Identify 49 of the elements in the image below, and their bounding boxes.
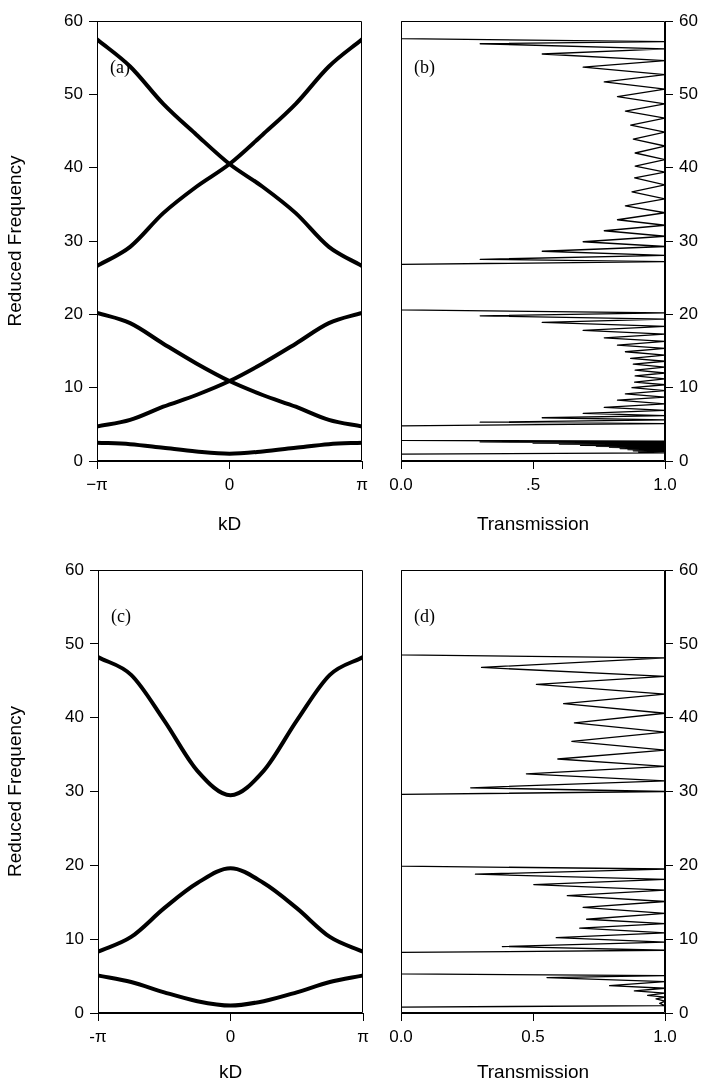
y2-tick-label: 40 [679,157,698,177]
y-tick-label: 30 [65,781,84,801]
annotation: (d) [414,606,435,627]
y-tick-label: 50 [64,84,83,104]
x-tick-label: .5 [525,474,541,494]
y2-tick-label: 30 [679,781,698,801]
y-tick-label: 60 [64,10,83,30]
x-tick-label: 0.5 [521,1026,545,1046]
y-tick-label: 40 [65,707,84,727]
y2-tick-label: 0 [679,1002,689,1022]
x-axis-title: Transmission [476,1060,590,1082]
y2-tick-label: 0 [679,450,689,470]
y-tick-label: 30 [64,230,83,250]
x-tick-label: π [357,1026,369,1046]
y2-tick-label: 10 [679,928,698,948]
y-axis-title: Reduced Frequency [3,154,25,327]
y2-tick-label: 10 [679,377,698,397]
y-tick-label: 60 [65,559,84,579]
y2-tick-label: 50 [679,633,698,653]
x-tick-label: 0.0 [389,1026,413,1046]
annotation: (b) [414,57,435,78]
x-tick-label: 1.0 [653,474,677,494]
x-tick-label: 0.0 [389,474,413,494]
y2-tick-label: 60 [679,559,698,579]
y-tick-label: 10 [64,377,83,397]
x-axis-title: Transmission [476,512,590,534]
y-tick-label: 40 [64,157,83,177]
y-tick-label: 50 [65,633,84,653]
x-tick-label: −π [86,474,108,494]
x-tick-label: 0 [224,474,235,494]
x-tick-label: π [356,474,368,494]
y-axis-title: Reduced Frequency [3,705,25,878]
y-tick-label: 0 [74,1002,84,1022]
x-tick-label: 1.0 [653,1026,677,1046]
y2-tick-label: 50 [679,84,698,104]
y-tick-label: 20 [65,855,84,875]
y2-tick-label: 60 [679,10,698,30]
x-tick-label: -π [89,1026,107,1046]
x-axis-title: kD [218,1060,243,1082]
y-tick-label: 10 [65,928,84,948]
y2-tick-label: 30 [679,230,698,250]
x-tick-label: 0 [225,1026,236,1046]
y-tick-label: 20 [64,304,83,324]
annotation: (c) [111,606,131,627]
y2-tick-label: 20 [679,304,698,324]
y2-tick-label: 40 [679,707,698,727]
y2-tick-label: 20 [679,855,698,875]
x-axis-title: kD [217,512,242,534]
y-tick-label: 0 [73,450,83,470]
